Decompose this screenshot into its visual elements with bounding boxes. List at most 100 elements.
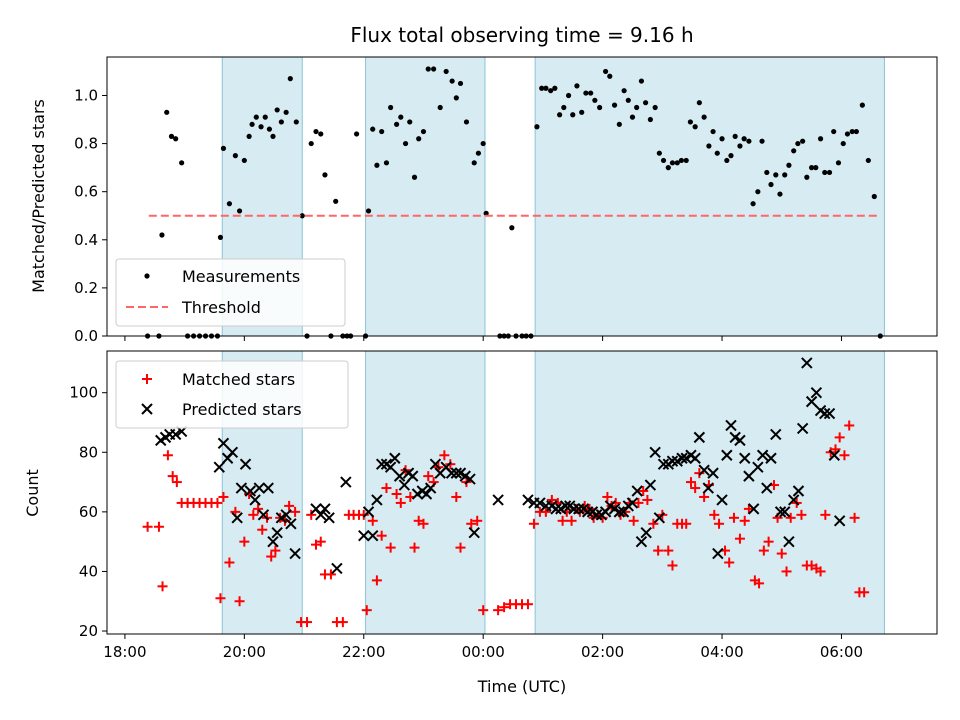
predicted-point-115 (796, 422, 809, 435)
predicted-point-14 (253, 482, 265, 494)
matched-point-78 (557, 515, 568, 526)
predicted-point-83 (653, 512, 666, 524)
measurement-point-105 (660, 157, 667, 164)
predicted-point-10 (235, 482, 248, 494)
matched-point-1 (153, 521, 164, 532)
measurement-point-77 (534, 124, 540, 130)
predicted-point-74 (613, 506, 626, 518)
predicted-point-16 (262, 482, 274, 494)
predicted-point-53 (468, 527, 480, 539)
predicted-point-17 (267, 535, 279, 548)
measurement-point-141 (822, 169, 828, 176)
matched-point-102 (667, 560, 678, 571)
matched-point-94 (628, 515, 639, 526)
measurement-point-117 (714, 150, 720, 156)
matched-point-22 (257, 524, 268, 535)
measurement-point-124 (746, 138, 752, 144)
matched-point-13 (215, 593, 226, 604)
bottom-y-axis: 20 40 60 80 100 (69, 384, 107, 640)
predicted-point-30 (362, 506, 375, 518)
matched-point-64 (466, 518, 477, 529)
matched-point-24 (266, 551, 277, 562)
measurement-point-33 (308, 140, 314, 147)
predicted-point-111 (779, 506, 791, 518)
measurement-point-144 (835, 160, 842, 166)
count-panel: 20 40 60 80 100 18:00 20:00 22:00 00:00 02:00 04:… (23, 350, 938, 696)
measurement-point-19 (246, 133, 252, 139)
predicted-point-3 (169, 428, 182, 441)
measurement-point-100 (638, 78, 645, 84)
matched-point-2 (157, 581, 168, 592)
measurement-point-111 (687, 119, 693, 125)
matched-point-137 (834, 432, 845, 443)
measurement-point-104 (656, 150, 662, 156)
matched-point-106 (685, 477, 696, 488)
measurement-point-52 (402, 140, 409, 147)
measurement-point-122 (737, 143, 743, 149)
measurements-series (145, 66, 883, 339)
measurement-point-91 (597, 104, 603, 111)
measurement-point-26 (274, 107, 280, 113)
matched-point-48 (385, 542, 396, 553)
measurement-point-119 (724, 157, 730, 164)
measurement-point-45 (370, 126, 376, 132)
measurement-point-27 (278, 119, 284, 125)
measurement-point-46 (374, 162, 380, 168)
measurement-point-140 (817, 136, 824, 142)
measurement-point-83 (561, 104, 567, 111)
matched-point-136 (830, 444, 841, 455)
matched-point-97 (642, 494, 653, 505)
legend-predicted-marker (141, 403, 153, 415)
measurement-point-123 (741, 136, 747, 142)
measurement-point-13 (217, 234, 224, 240)
chart-title: Flux total observing time = 9.16 h (350, 23, 693, 47)
measurement-point-115 (706, 143, 712, 149)
y-tick-label-1: 40 (79, 562, 98, 580)
matched-point-67 (493, 605, 504, 616)
predicted-point-81 (644, 479, 657, 491)
predicted-point-94 (702, 482, 715, 494)
legend-measurements-marker (144, 273, 150, 279)
measurement-point-92 (602, 68, 609, 75)
observing-span-1 (365, 56, 486, 337)
predicted-point-40 (407, 470, 419, 482)
bottom-axes-frame (106, 350, 938, 635)
measurement-point-42 (353, 131, 360, 137)
matched-point-61 (451, 491, 462, 502)
y-tick-label-3: 80 (79, 443, 98, 461)
predicted-point-109 (770, 428, 782, 441)
x-tick-label-3: 00:00 (462, 643, 505, 661)
predicted-point-99 (725, 419, 737, 432)
predicted-point-44 (424, 482, 437, 494)
bottom-x-axis: 18:00 20:00 22:00 00:00 02:00 04:00 06:00 (103, 634, 863, 661)
measurement-point-129 (768, 181, 774, 188)
predicted-point-82 (649, 446, 661, 458)
measurement-point-142 (826, 169, 833, 176)
matched-point-47 (381, 483, 392, 494)
predicted-point-105 (752, 461, 764, 473)
matched-point-65 (472, 515, 483, 526)
matched-point-96 (638, 486, 649, 497)
matched-point-118 (743, 503, 754, 514)
predicted-point-54 (492, 494, 504, 506)
predicted-point-35 (384, 461, 397, 473)
measurement-point-151 (871, 193, 877, 200)
measurement-point-89 (588, 90, 594, 96)
measurement-point-112 (692, 124, 698, 130)
predicted-point-96 (712, 547, 724, 560)
measurement-point-61 (449, 78, 455, 84)
measurement-point-96 (621, 88, 627, 94)
measurement-point-44 (365, 208, 372, 214)
measurement-point-34 (313, 128, 319, 135)
matched-point-21 (253, 503, 264, 514)
measurement-point-5 (173, 136, 179, 142)
measurement-point-50 (394, 121, 400, 127)
predicted-point-38 (398, 479, 411, 491)
x-tick-label-6: 06:00 (820, 643, 863, 661)
y-tick-label-2: 0.4 (74, 231, 98, 249)
measurement-point-84 (565, 92, 572, 99)
measurement-point-29 (287, 76, 293, 82)
measurement-point-150 (865, 157, 871, 164)
measurement-point-47 (379, 128, 385, 135)
matched-point-125 (776, 548, 787, 559)
